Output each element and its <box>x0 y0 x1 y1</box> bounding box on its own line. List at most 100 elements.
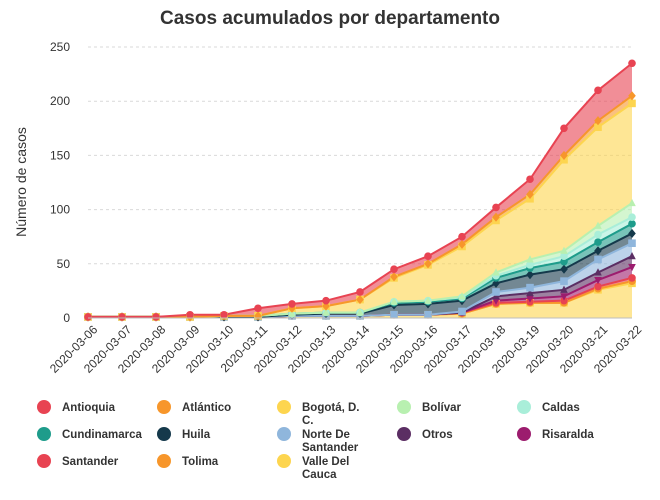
legend-label: Cauca <box>302 469 337 481</box>
point-caldas <box>560 252 568 261</box>
legend-item-otros: Otros <box>397 427 453 441</box>
point-risaralda <box>492 297 500 305</box>
legend-label: Cundinamarca <box>62 429 142 441</box>
point-cundinamarca <box>628 219 636 228</box>
point-bolivar <box>390 297 398 305</box>
legend-item-bolivar: Bolívar <box>397 400 462 414</box>
point-norte-de-santander <box>526 283 534 292</box>
point-caldas <box>628 213 636 221</box>
legend-label: Valle Del <box>302 456 349 468</box>
legend-label: Santander <box>62 456 119 468</box>
point-bolivar <box>492 268 500 276</box>
point-atlantico <box>458 239 466 249</box>
legend-swatch <box>397 400 411 414</box>
legend-item-risaralda: Risaralda <box>517 427 594 441</box>
point-bolivar <box>424 296 432 304</box>
point-norte-de-santander <box>390 310 398 319</box>
y-axis-title: Número de casos <box>13 127 29 237</box>
point-antioquia <box>118 313 126 321</box>
point-norte-de-santander <box>628 239 636 248</box>
point-atlantico <box>628 91 636 101</box>
point-santander <box>594 282 602 291</box>
point-atlantico <box>492 212 500 222</box>
legend-item-huila: Huila <box>157 427 211 441</box>
y-tick-label: 50 <box>57 257 71 271</box>
legend-label: Bogotá, D. <box>302 402 360 414</box>
legend-swatch <box>277 454 291 468</box>
legend-swatch <box>397 427 411 441</box>
area-bogota-d-c <box>88 103 632 317</box>
legend-label: Antioquia <box>62 402 116 414</box>
point-atlantico <box>424 259 432 269</box>
point-antioquia <box>424 252 432 261</box>
point-bolivar <box>288 309 296 317</box>
point-antioquia <box>322 296 330 305</box>
legend-item-atlantico: Atlántico <box>157 400 231 414</box>
point-antioquia <box>560 124 568 133</box>
point-risaralda <box>594 277 602 285</box>
point-bolivar <box>356 308 364 316</box>
point-antioquia <box>628 59 636 68</box>
legend-swatch <box>277 427 291 441</box>
legend-label: C. <box>302 415 314 427</box>
point-antioquia <box>356 288 364 296</box>
point-bogota-d-c <box>594 123 602 132</box>
point-norte-de-santander <box>492 288 500 296</box>
legend-label: Santander <box>302 442 359 454</box>
point-atlantico <box>356 295 364 305</box>
point-norte-de-santander <box>424 310 432 319</box>
legend-label: Caldas <box>542 402 580 414</box>
legend-label: Huila <box>182 429 211 441</box>
legend-label: Risaralda <box>542 429 594 441</box>
point-atlantico <box>594 116 602 126</box>
point-norte-de-santander <box>458 307 466 316</box>
point-otros <box>594 268 602 276</box>
point-antioquia <box>288 300 296 308</box>
legend-label: Atlántico <box>182 402 231 414</box>
point-atlantico <box>390 272 398 282</box>
point-antioquia <box>526 175 534 184</box>
legend-label: Norte De <box>302 429 350 441</box>
point-antioquia <box>492 203 500 212</box>
point-antioquia <box>594 86 602 95</box>
point-huila <box>628 228 636 239</box>
point-bogota-d-c <box>628 99 636 108</box>
point-huila <box>560 264 568 274</box>
point-otros <box>560 285 568 293</box>
legend-swatch <box>517 400 531 414</box>
point-antioquia <box>152 313 160 321</box>
legend-swatch <box>157 454 171 468</box>
y-tick-label: 150 <box>50 148 70 162</box>
marker-layer <box>84 59 636 322</box>
point-santander <box>560 296 568 305</box>
point-caldas <box>594 230 602 239</box>
point-huila <box>594 246 602 256</box>
point-cundinamarca <box>560 257 568 266</box>
point-bolivar <box>458 292 466 300</box>
point-bolivar <box>322 308 330 316</box>
y-tick-label: 200 <box>50 94 70 108</box>
markers-antioquia <box>84 59 636 321</box>
legend-item-caldas: Caldas <box>517 400 580 414</box>
point-risaralda <box>628 264 636 272</box>
point-atlantico <box>560 150 568 160</box>
legend-item-cundinamarca: Cundinamarca <box>37 427 142 441</box>
grid-layer <box>88 46 632 265</box>
legend-swatch <box>157 427 171 441</box>
point-antioquia <box>220 310 228 319</box>
legend-item-tolima: Tolima <box>157 454 219 468</box>
legend-label: Tolima <box>182 456 219 468</box>
legend-swatch <box>37 427 51 441</box>
y-tick-label: 100 <box>50 203 70 217</box>
legend-item-bogota-d-c: Bogotá, D.C. <box>277 400 360 427</box>
point-antioquia <box>390 265 398 274</box>
legend-swatch <box>37 454 51 468</box>
point-bolivar <box>628 198 636 207</box>
legend-swatch <box>37 400 51 414</box>
point-bolivar <box>560 246 568 254</box>
legend-swatch <box>157 400 171 414</box>
y-tick-label: 0 <box>63 311 70 325</box>
